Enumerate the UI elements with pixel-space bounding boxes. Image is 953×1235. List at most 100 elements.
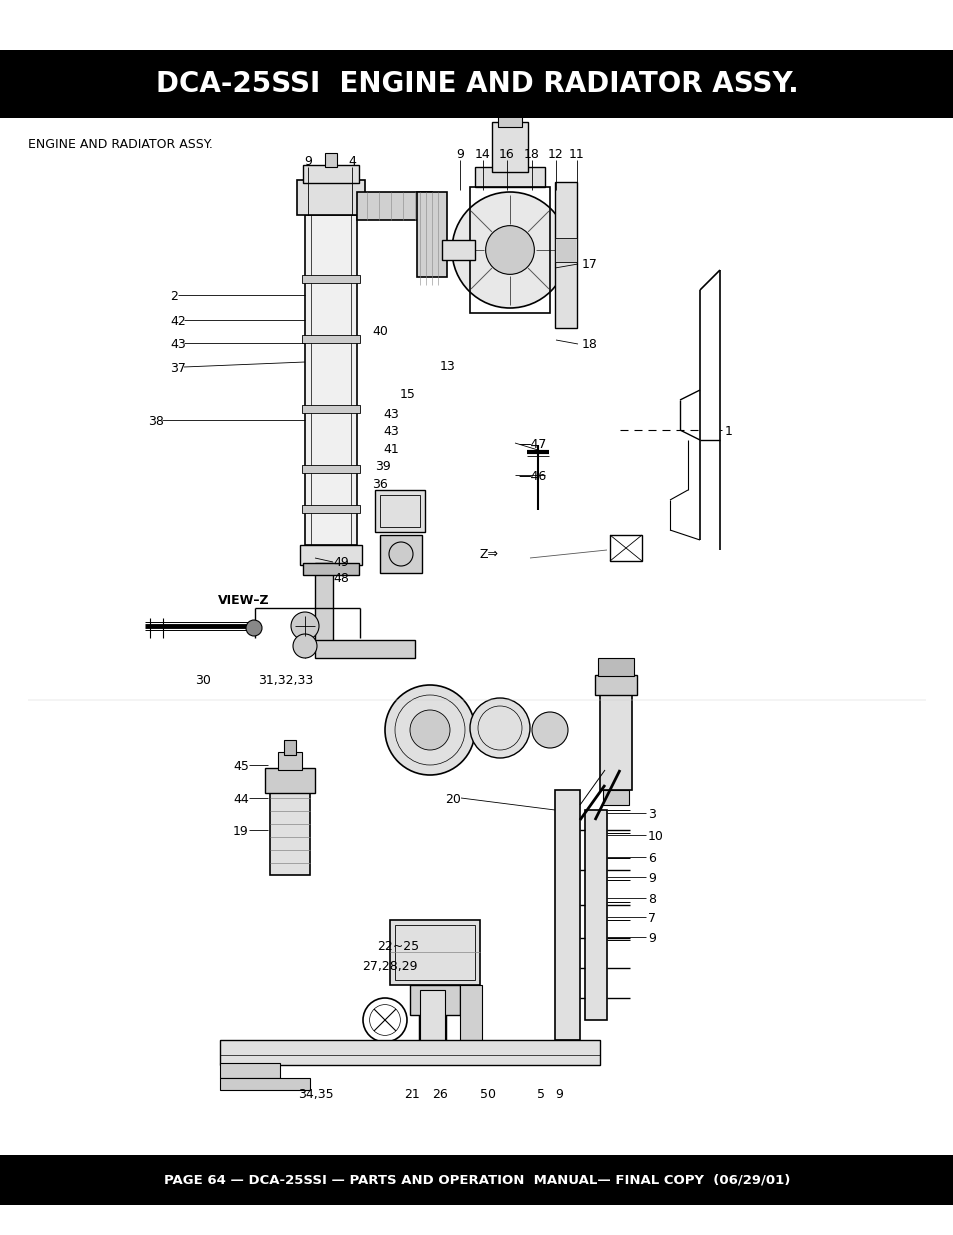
Text: 20: 20: [444, 793, 460, 806]
Text: 6: 6: [647, 852, 655, 864]
Text: 18: 18: [581, 338, 598, 351]
Bar: [303, 165, 358, 183]
Text: 4: 4: [348, 156, 355, 168]
Text: 44: 44: [233, 793, 249, 806]
Text: 49: 49: [333, 556, 349, 569]
Bar: [419, 990, 444, 1050]
Bar: [302, 275, 359, 283]
Text: VIEW–Z: VIEW–Z: [218, 594, 270, 606]
Text: 9: 9: [647, 932, 655, 945]
Bar: [299, 545, 361, 564]
Circle shape: [291, 613, 318, 640]
Bar: [375, 490, 424, 532]
Bar: [277, 752, 302, 769]
Text: 17: 17: [581, 258, 598, 270]
Bar: [220, 1078, 310, 1091]
Text: 9: 9: [555, 1088, 562, 1100]
Bar: [555, 238, 577, 262]
Text: 12: 12: [548, 148, 563, 161]
Text: 9: 9: [304, 156, 312, 168]
Bar: [475, 167, 544, 186]
Bar: [416, 191, 447, 277]
Text: 1: 1: [724, 425, 732, 438]
Text: —47: —47: [517, 438, 546, 451]
Bar: [305, 215, 356, 545]
Text: 15: 15: [399, 388, 416, 401]
Text: 16: 16: [498, 148, 515, 161]
Bar: [555, 790, 579, 1040]
Text: —46: —46: [517, 471, 546, 483]
Text: 45: 45: [233, 760, 249, 773]
Bar: [459, 986, 481, 1050]
Text: 41: 41: [382, 443, 398, 456]
Bar: [302, 335, 359, 343]
Circle shape: [293, 634, 316, 658]
Bar: [220, 1040, 599, 1055]
Text: 21: 21: [403, 1088, 419, 1100]
Bar: [314, 640, 415, 658]
Text: 39: 39: [375, 459, 391, 473]
Text: 48: 48: [333, 572, 349, 585]
Bar: [584, 810, 606, 1020]
Circle shape: [410, 710, 450, 750]
Circle shape: [389, 542, 413, 566]
Bar: [220, 1040, 599, 1065]
Text: 8: 8: [647, 893, 656, 906]
Text: Z⇒: Z⇒: [479, 548, 498, 561]
Text: 18: 18: [523, 148, 539, 161]
Text: 5: 5: [537, 1088, 544, 1100]
Bar: [325, 153, 336, 167]
Text: 31,32,33: 31,32,33: [257, 674, 313, 687]
Circle shape: [485, 226, 534, 274]
Bar: [379, 495, 419, 527]
Bar: [395, 925, 475, 981]
Text: 36: 36: [372, 478, 387, 492]
Bar: [0, 1155, 953, 1205]
Bar: [492, 122, 527, 172]
Bar: [356, 191, 432, 220]
Text: 37: 37: [170, 362, 186, 375]
Bar: [470, 186, 550, 312]
Circle shape: [246, 620, 262, 636]
Text: 14: 14: [475, 148, 491, 161]
Circle shape: [363, 998, 407, 1042]
Bar: [595, 676, 637, 695]
Bar: [314, 563, 333, 643]
Text: 9: 9: [456, 148, 463, 161]
Text: 43: 43: [170, 338, 186, 351]
Text: 10: 10: [647, 830, 663, 844]
Bar: [609, 535, 641, 561]
Circle shape: [385, 685, 475, 776]
Bar: [303, 563, 358, 576]
Circle shape: [452, 191, 567, 308]
Bar: [379, 535, 421, 573]
Text: 40: 40: [372, 325, 388, 338]
Bar: [390, 920, 479, 986]
Bar: [441, 240, 475, 261]
Circle shape: [532, 713, 567, 748]
Bar: [497, 112, 521, 127]
Bar: [598, 658, 634, 676]
Bar: [270, 790, 310, 876]
Circle shape: [470, 698, 530, 758]
Text: 34,35: 34,35: [297, 1088, 334, 1100]
Bar: [410, 986, 459, 1015]
Bar: [555, 182, 577, 329]
Bar: [302, 466, 359, 473]
Text: 3: 3: [647, 808, 655, 821]
Text: 13: 13: [439, 359, 456, 373]
Text: PAGE 64 — DCA-25SSI — PARTS AND OPERATION  MANUAL— FINAL COPY  (06/29/01): PAGE 64 — DCA-25SSI — PARTS AND OPERATIO…: [164, 1173, 789, 1187]
Text: 50: 50: [479, 1088, 496, 1100]
Bar: [265, 768, 314, 793]
Text: 11: 11: [569, 148, 584, 161]
Text: 26: 26: [432, 1088, 447, 1100]
Bar: [302, 505, 359, 513]
Bar: [0, 49, 953, 119]
Text: 27,28,29: 27,28,29: [361, 960, 417, 973]
Bar: [220, 1063, 280, 1078]
Bar: [302, 405, 359, 412]
Text: 9: 9: [647, 872, 655, 885]
Bar: [296, 180, 365, 215]
Text: DCA-25SSI  ENGINE AND RADIATOR ASSY.: DCA-25SSI ENGINE AND RADIATOR ASSY.: [155, 70, 798, 98]
Bar: [599, 690, 631, 790]
